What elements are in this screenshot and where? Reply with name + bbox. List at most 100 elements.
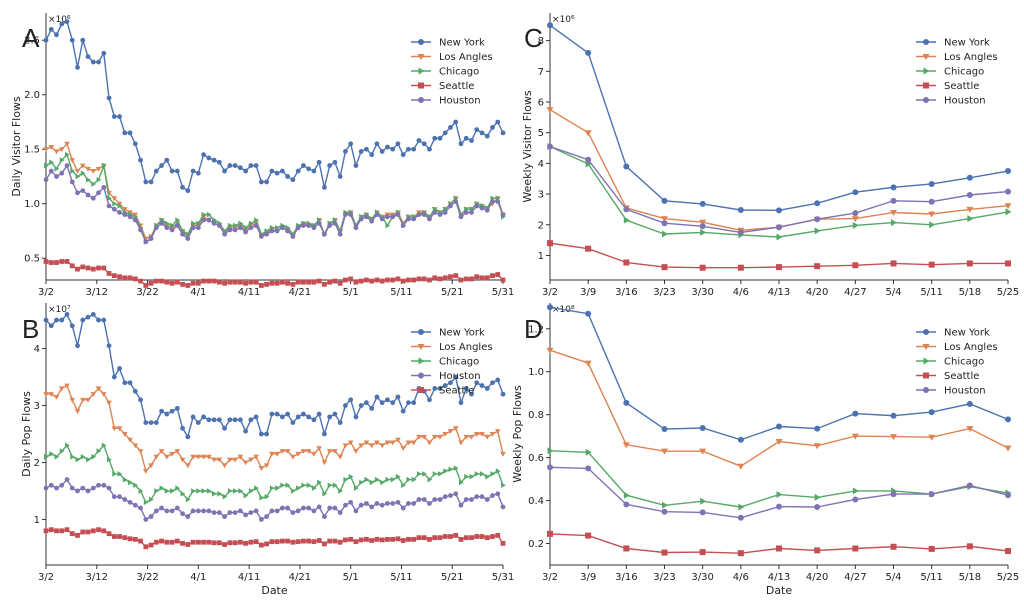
data-point	[269, 539, 275, 545]
data-point	[426, 440, 433, 446]
data-point	[431, 434, 438, 440]
y-axis-label: Daily Visitor Flows	[10, 96, 23, 197]
data-point	[661, 549, 668, 556]
data-point	[195, 420, 201, 426]
data-point	[776, 491, 783, 499]
data-point	[295, 279, 301, 285]
data-point	[64, 311, 70, 317]
data-point	[153, 278, 159, 284]
chart-panel-b: 1 2 3 4 3/2 3/12 3/22 4/1 4/11 4/21 5/1 5/11 5/21 5/3…	[20, 303, 514, 597]
data-point	[149, 496, 154, 503]
data-point	[69, 323, 75, 329]
data-point	[274, 539, 280, 545]
data-point	[111, 196, 118, 202]
data-point	[369, 405, 375, 411]
data-point	[237, 508, 243, 514]
series-line	[549, 24, 1009, 212]
data-point	[400, 538, 406, 543]
data-point	[585, 49, 592, 56]
data-point	[479, 275, 485, 281]
data-point	[432, 386, 438, 391]
legend-marker	[418, 67, 425, 75]
data-point	[458, 502, 464, 508]
data-point	[185, 542, 191, 547]
data-point	[458, 536, 464, 542]
data-point	[264, 514, 270, 519]
data-point	[70, 453, 76, 460]
data-point	[232, 163, 238, 168]
y-tick-label: 1.0	[24, 199, 40, 210]
data-point	[737, 229, 744, 236]
data-point	[484, 497, 490, 502]
data-point	[111, 114, 117, 119]
data-point	[623, 491, 630, 499]
data-point	[364, 146, 369, 152]
data-point	[484, 386, 490, 391]
data-point	[364, 536, 369, 542]
data-point	[169, 168, 175, 174]
data-point	[343, 277, 348, 283]
data-point	[311, 225, 317, 231]
data-point	[111, 534, 117, 539]
legend-marker	[418, 97, 424, 103]
data-point	[107, 195, 112, 202]
data-point	[437, 434, 443, 440]
data-point	[106, 531, 112, 537]
data-point	[332, 278, 338, 284]
data-point	[495, 199, 501, 204]
data-point	[468, 434, 475, 440]
y-tick-label: 7	[538, 67, 544, 78]
data-point	[469, 276, 474, 282]
data-point	[474, 274, 480, 280]
data-point	[185, 283, 191, 288]
data-point	[185, 496, 191, 503]
data-point	[211, 540, 217, 546]
data-point	[358, 537, 364, 543]
data-point	[59, 170, 65, 176]
data-point	[132, 536, 138, 542]
data-point	[243, 540, 249, 546]
data-point	[206, 508, 212, 514]
legend-entry: Houston	[944, 96, 986, 107]
data-point	[116, 201, 123, 207]
data-point	[196, 220, 202, 227]
data-point	[364, 277, 369, 283]
data-point	[484, 434, 491, 440]
data-point	[127, 275, 133, 281]
data-point	[442, 534, 448, 539]
data-point	[316, 446, 322, 452]
data-point	[216, 510, 222, 515]
data-point	[80, 37, 86, 43]
legend-marker	[418, 387, 424, 393]
data-point	[269, 280, 275, 286]
data-point	[227, 279, 233, 285]
data-point	[385, 397, 390, 403]
data-point	[891, 219, 897, 227]
data-point	[332, 159, 338, 165]
data-point	[122, 212, 128, 218]
data-point	[69, 158, 76, 163]
data-point	[1005, 416, 1011, 423]
data-point	[248, 539, 254, 545]
data-point	[190, 454, 196, 460]
legend-entry: Seattle	[439, 81, 474, 92]
data-point	[117, 114, 122, 119]
x-tick-label: 3/12	[86, 572, 108, 583]
data-point	[195, 508, 201, 514]
data-point	[353, 279, 359, 285]
data-point	[547, 22, 553, 29]
data-point	[90, 311, 96, 317]
data-point	[776, 503, 782, 510]
data-point	[138, 538, 143, 544]
data-point	[75, 266, 80, 272]
data-point	[368, 443, 375, 449]
series-line	[45, 260, 504, 287]
data-point	[390, 400, 396, 406]
data-point	[264, 179, 270, 185]
x-tick-label: 4/21	[289, 287, 311, 298]
data-point	[164, 539, 170, 545]
data-point	[967, 215, 974, 223]
data-point	[585, 448, 592, 456]
data-point	[137, 449, 144, 454]
data-point	[322, 231, 327, 237]
